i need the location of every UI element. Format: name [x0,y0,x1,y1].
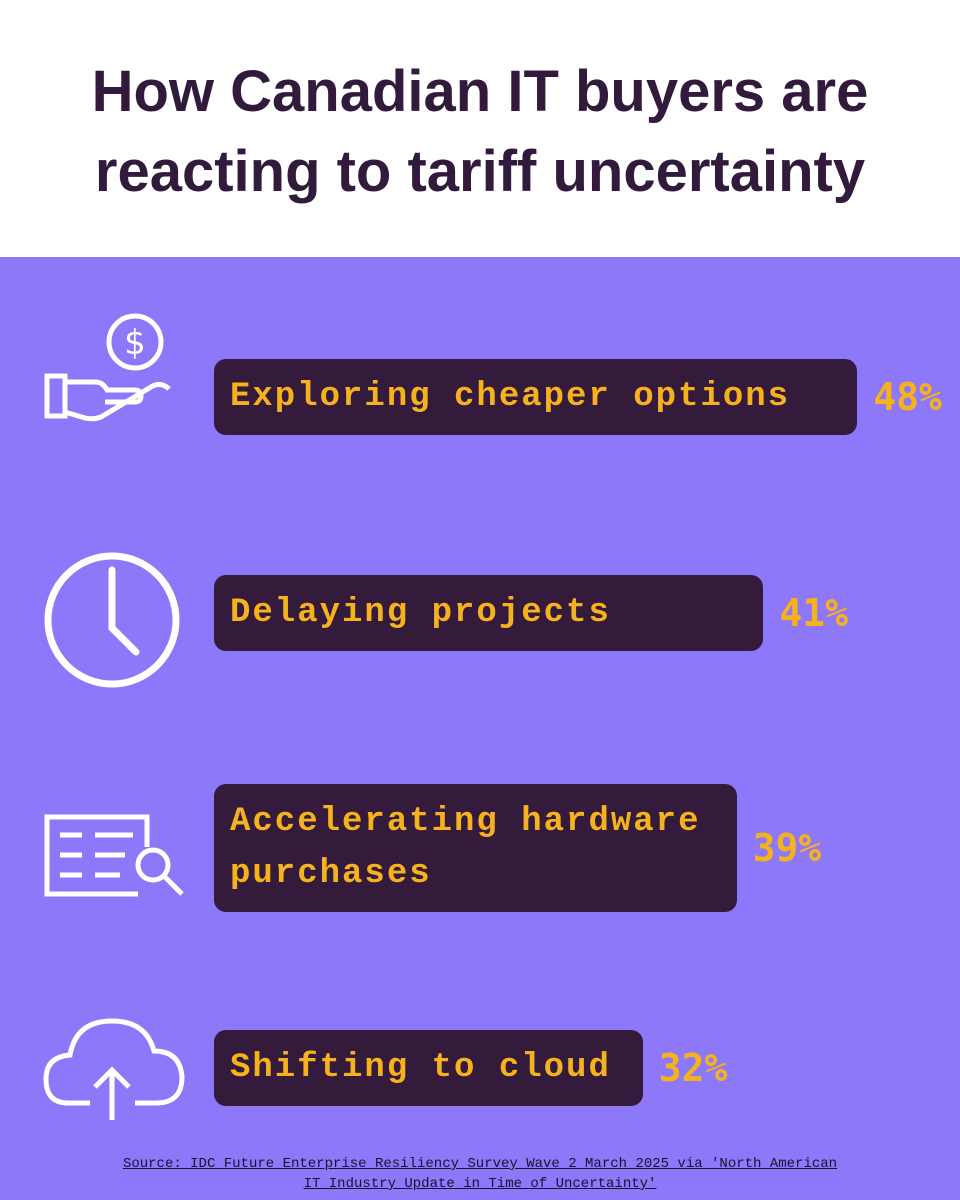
bar: Exploring cheaper options [214,359,858,435]
bar-row: Delaying projects 41% [214,575,848,651]
value-label: 41% [779,591,849,635]
source-note: Source: IDC Future Enterprise Resiliency… [122,1156,838,1192]
bar: Accelerating hardware purchases [214,784,737,912]
bar-row: Accelerating hardware purchases 39% [214,784,821,912]
bar-label: Delaying projects [230,594,611,632]
search-list-icon [44,814,184,897]
value-label: 39% [752,826,822,870]
cloud-upload-icon [43,1018,185,1120]
bar-label: Accelerating hardware purchases [230,803,701,893]
bar-row: Exploring cheaper options 48% [214,359,942,435]
bar: Delaying projects [214,575,764,651]
chart-title: How Canadian IT buyers are reacting to t… [91,59,869,204]
bar-label: Shifting to cloud [230,1049,611,1087]
svg-text:$: $ [124,323,146,363]
money-hand-icon: $ [44,313,171,422]
clock-icon [44,552,180,688]
bar: Shifting to cloud [214,1030,643,1106]
bar-row: Shifting to cloud 32% [214,1030,727,1106]
value-label: 48% [873,375,942,419]
bar-label: Exploring cheaper options [230,378,791,416]
value-label: 32% [658,1046,728,1090]
